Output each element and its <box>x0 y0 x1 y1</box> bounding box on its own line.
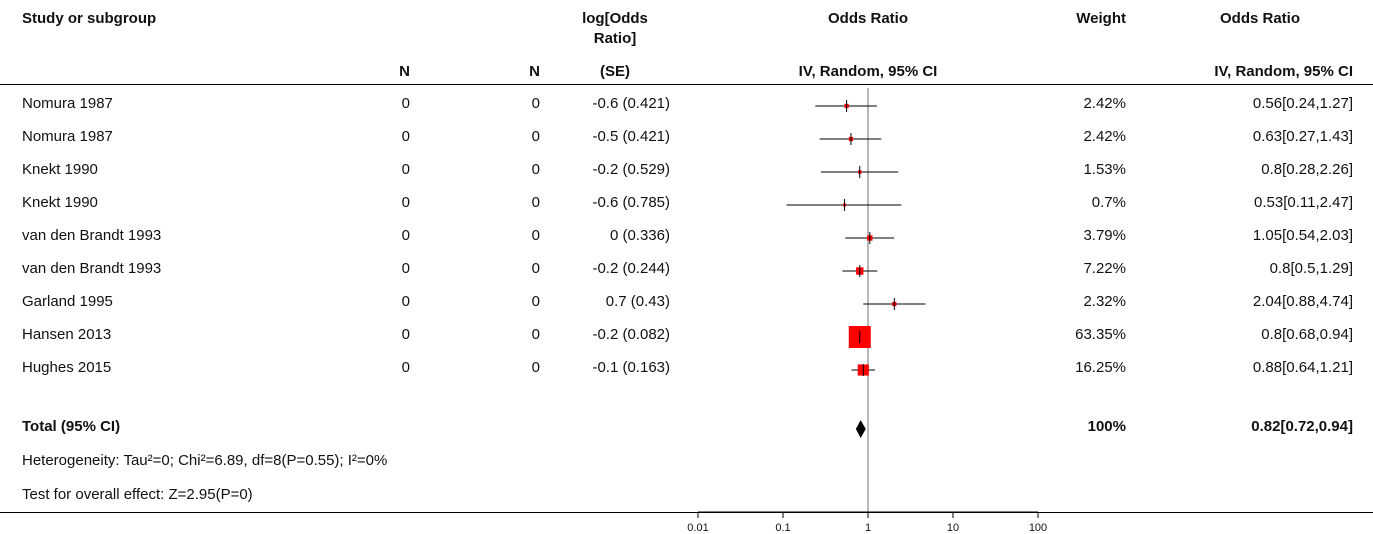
header-method-text: IV, Random, 95% CI <box>1214 63 1353 80</box>
study-name: Knekt 1990 <box>22 161 98 178</box>
weight-value: 2.42% <box>1083 128 1126 145</box>
header-odds-ratio-plot: Odds Ratio <box>827 10 908 27</box>
header-logor-line1: log[Odds <box>582 10 648 27</box>
total-label: Total (95% CI) <box>22 418 121 435</box>
logor-se-value: -0.2 (0.529) <box>592 161 670 178</box>
n1-value: 0 <box>401 293 410 310</box>
logor-se-value: -0.5 (0.421) <box>592 128 670 145</box>
weight-value: 63.35% <box>1075 326 1126 343</box>
logor-se-value: -0.6 (0.421) <box>592 95 670 112</box>
n2-value: 0 <box>531 161 540 178</box>
header-method-plot: IV, Random, 95% CI <box>798 63 938 80</box>
logor-se-value: -0.2 (0.244) <box>592 260 670 277</box>
header-n2: N <box>529 63 540 80</box>
study-name: van den Brandt 1993 <box>22 260 162 277</box>
n1-value: 0 <box>401 359 410 376</box>
heterogeneity-text: Heterogeneity: Tau²=0; Chi²=6.89, df=8(P… <box>22 452 388 469</box>
n1-value: 0 <box>401 227 410 244</box>
n1-value: 0 <box>401 161 410 178</box>
x-tick-label: 0.01 <box>687 522 708 534</box>
n2-value: 0 <box>531 194 540 211</box>
footer-rule <box>0 512 1373 513</box>
logor-se-value: -0.2 (0.082) <box>592 326 670 343</box>
ci-value: 0.8[0.28,2.26] <box>1261 161 1353 178</box>
study-name: Knekt 1990 <box>22 194 98 211</box>
n2-value: 0 <box>531 326 540 343</box>
x-tick-label: 1 <box>865 522 871 534</box>
x-tick-label: 100 <box>1029 522 1047 534</box>
header-rule <box>0 84 1373 85</box>
ci-value: 0.88[0.64,1.21] <box>1252 359 1353 376</box>
header-weight: Weight <box>1076 10 1126 27</box>
weight-value: 16.25% <box>1075 359 1126 376</box>
n2-value: 0 <box>531 260 540 277</box>
weight-value: 7.22% <box>1083 260 1126 277</box>
study-name: van den Brandt 1993 <box>22 227 162 244</box>
n2-value: 0 <box>531 227 540 244</box>
logor-se-value: 0.7 (0.43) <box>605 293 670 310</box>
header-se: (SE) <box>600 63 630 80</box>
x-tick-label: 10 <box>947 522 959 534</box>
weight-value: 2.32% <box>1083 293 1126 310</box>
total-diamond <box>855 420 866 438</box>
study-name: Hughes 2015 <box>22 359 112 376</box>
study-name: Nomura 1987 <box>22 95 113 112</box>
header-n1: N <box>399 63 410 80</box>
n2-value: 0 <box>531 95 540 112</box>
study-name: Hansen 2013 <box>22 326 112 343</box>
ci-value: 2.04[0.88,4.74] <box>1252 293 1353 310</box>
x-tick-label: 0.1 <box>775 522 790 534</box>
header-study: Study or subgroup <box>22 10 157 27</box>
n2-value: 0 <box>531 359 540 376</box>
weight-value: 3.79% <box>1083 227 1126 244</box>
ci-value: 0.53[0.11,2.47] <box>1254 194 1353 211</box>
weight-value: 0.7% <box>1091 194 1126 211</box>
logor-se-value: -0.6 (0.785) <box>592 194 670 211</box>
ci-value: 0.8[0.5,1.29] <box>1269 260 1353 277</box>
ci-value: 0.8[0.68,0.94] <box>1261 326 1353 343</box>
header-logor-line2: Ratio] <box>593 30 637 47</box>
study-name: Nomura 1987 <box>22 128 113 145</box>
weight-value: 2.42% <box>1083 95 1126 112</box>
weight-value: 1.53% <box>1083 161 1126 178</box>
ci-value: 0.56[0.24,1.27] <box>1252 95 1353 112</box>
n2-value: 0 <box>531 128 540 145</box>
ci-value: 0.63[0.27,1.43] <box>1252 128 1353 145</box>
n1-value: 0 <box>401 95 410 112</box>
n1-value: 0 <box>401 128 410 145</box>
total-weight: 100% <box>1087 418 1126 435</box>
header-odds-ratio-text: Odds Ratio <box>1219 10 1300 27</box>
n1-value: 0 <box>401 194 410 211</box>
logor-se-value: 0 (0.336) <box>609 227 670 244</box>
n1-value: 0 <box>401 260 410 277</box>
ci-value: 1.05[0.54,2.03] <box>1252 227 1353 244</box>
logor-se-value: -0.1 (0.163) <box>592 359 670 376</box>
n2-value: 0 <box>531 293 540 310</box>
study-name: Garland 1995 <box>22 293 113 310</box>
n1-value: 0 <box>401 326 410 343</box>
overall-effect-text: Test for overall effect: Z=2.95(P=0) <box>22 486 253 503</box>
total-ci: 0.82[0.72,0.94] <box>1251 418 1353 435</box>
